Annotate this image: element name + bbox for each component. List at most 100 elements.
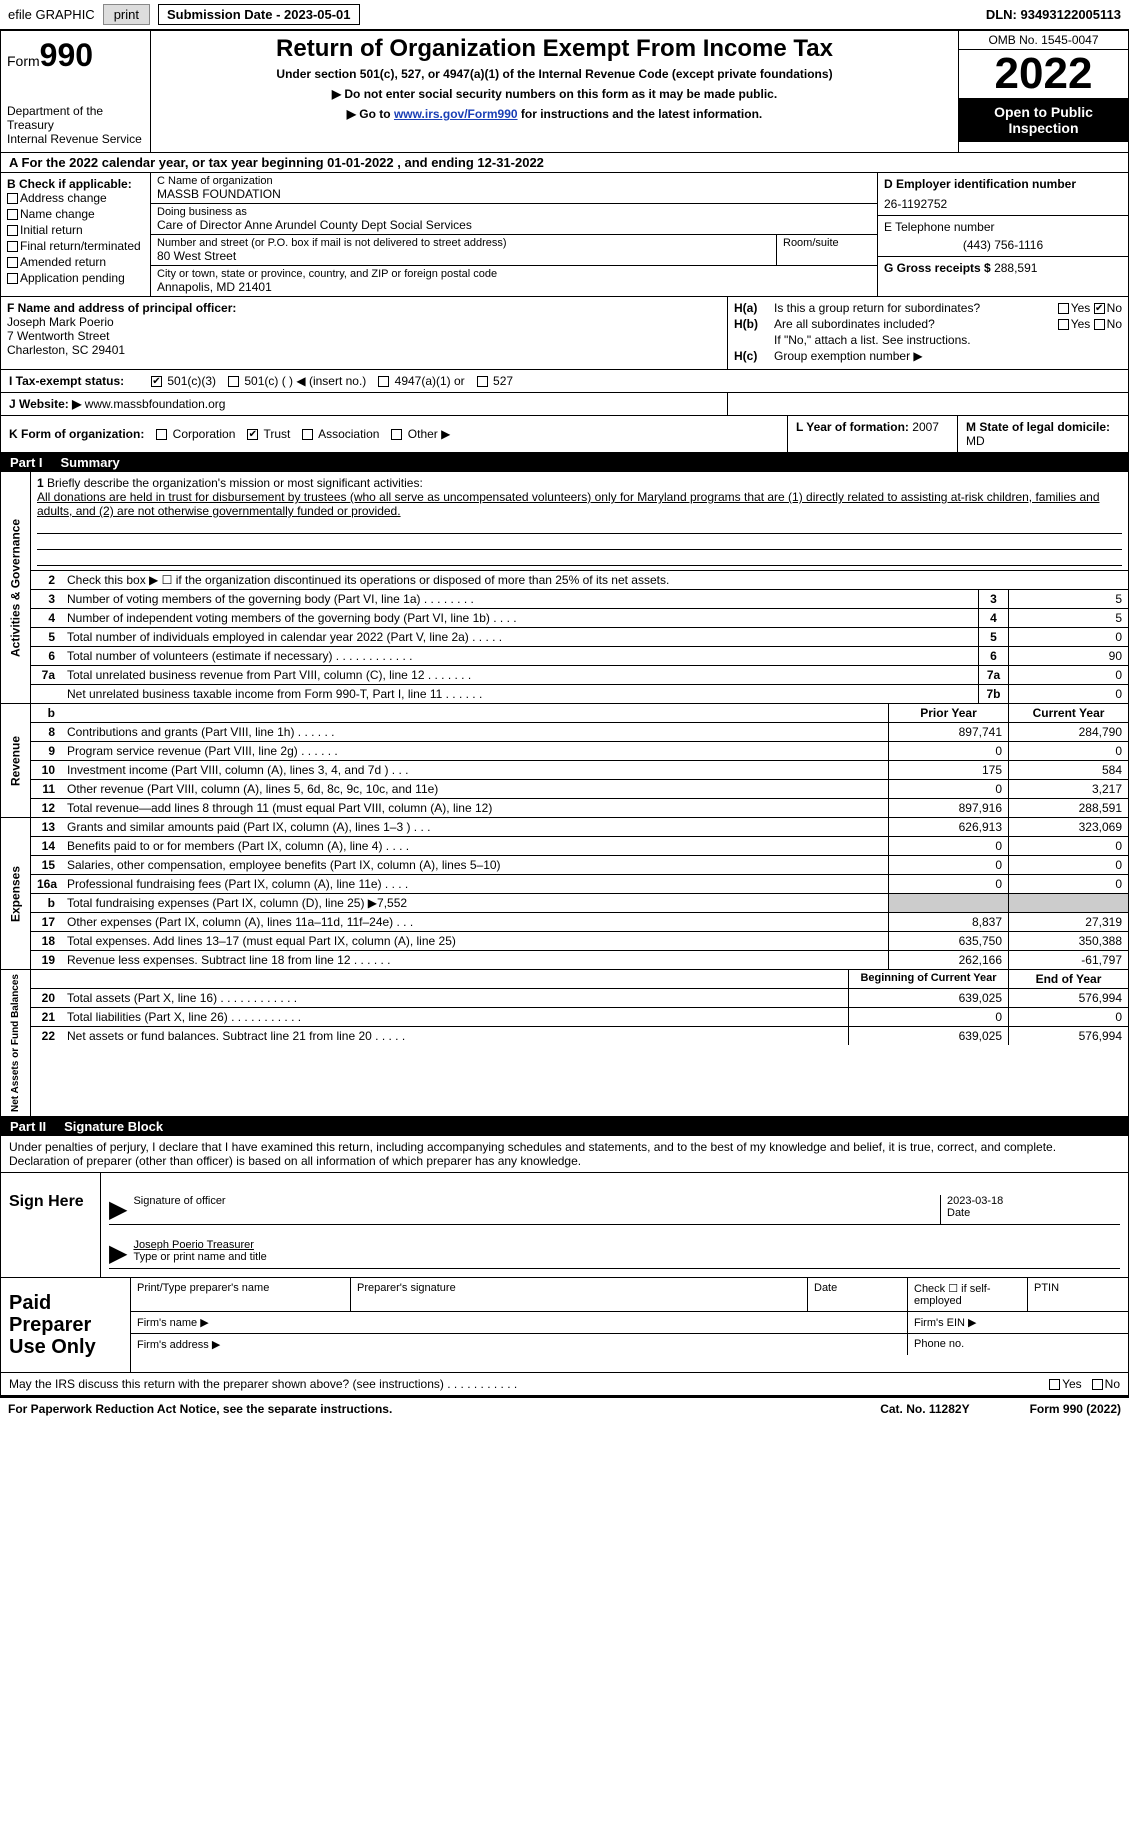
begin-year-hdr: Beginning of Current Year <box>848 970 1008 988</box>
officer-label: F Name and address of principal officer: <box>7 301 236 315</box>
submission-date: Submission Date - 2023-05-01 <box>158 4 360 25</box>
line2-text: Check this box ▶ ☐ if the organization d… <box>61 571 1128 589</box>
chk-corporation[interactable]: Corporation <box>156 427 235 441</box>
dba-label: Doing business as <box>157 206 871 218</box>
row-a: A For the 2022 calendar year, or tax yea… <box>0 153 1129 173</box>
chk-final-return[interactable]: Final return/terminated <box>7 239 144 253</box>
part2-header: Part II Signature Block <box>0 1117 1129 1136</box>
prep-name-label: Print/Type preparer's name <box>131 1278 351 1311</box>
col-b-header: B Check if applicable: <box>7 177 144 191</box>
current-year-hdr: Current Year <box>1008 704 1128 722</box>
cat-no: Cat. No. 11282Y <box>880 1402 969 1416</box>
chk-trust[interactable]: ✔ Trust <box>247 427 290 441</box>
summary-line: 5Total number of individuals employed in… <box>31 628 1128 647</box>
hb-label: H(b) <box>734 317 774 331</box>
summary-line: 19Revenue less expenses. Subtract line 1… <box>31 951 1128 969</box>
header-left: Form990 Department of the Treasury Inter… <box>1 31 151 152</box>
discuss-row: May the IRS discuss this return with the… <box>0 1373 1129 1396</box>
officer-name: Joseph Mark Poerio <box>7 315 721 329</box>
org-name-label: C Name of organization <box>157 175 871 187</box>
part2-num: Part II <box>10 1119 46 1134</box>
gross-label: G Gross receipts $ <box>884 261 991 275</box>
sig-name-value: Joseph Poerio Treasurer <box>133 1239 253 1251</box>
summary-line: 16aProfessional fundraising fees (Part I… <box>31 875 1128 894</box>
dept-label: Department of the Treasury Internal Reve… <box>7 104 144 146</box>
part1-num: Part I <box>10 455 43 470</box>
chk-ha-no[interactable]: ✔No <box>1094 301 1122 315</box>
line2-num: 2 <box>31 571 61 589</box>
prep-date-label: Date <box>808 1278 908 1311</box>
sig-date-value: 2023-03-18 <box>947 1195 1003 1207</box>
summary-line: 18Total expenses. Add lines 13–17 (must … <box>31 932 1128 951</box>
mission-text: All donations are held in trust for disb… <box>37 490 1100 518</box>
preparer-row: Paid Preparer Use Only Print/Type prepar… <box>0 1278 1129 1373</box>
summary-line: bTotal fundraising expenses (Part IX, co… <box>31 894 1128 913</box>
sig-name-label: Type or print name and title <box>133 1251 266 1263</box>
tel-label: E Telephone number <box>884 220 1122 234</box>
summary-line: 22Net assets or fund balances. Subtract … <box>31 1027 1128 1045</box>
summary-line: 3Number of voting members of the governi… <box>31 590 1128 609</box>
line1-label: Briefly describe the organization's miss… <box>47 476 423 490</box>
firm-phone-label: Phone no. <box>908 1334 1128 1355</box>
prep-ptin-label: PTIN <box>1028 1278 1128 1311</box>
form-title: Return of Organization Exempt From Incom… <box>159 35 950 63</box>
irs-link[interactable]: www.irs.gov/Form990 <box>394 107 518 121</box>
signature-declaration: Under penalties of perjury, I declare th… <box>0 1136 1129 1173</box>
chk-initial-return[interactable]: Initial return <box>7 223 144 237</box>
sign-here-label: Sign Here <box>1 1173 101 1277</box>
state-domicile-value: MD <box>966 434 985 448</box>
line1-num: 1 <box>37 476 44 490</box>
vtab-revenue: Revenue <box>1 704 31 817</box>
chk-hb-yes[interactable]: Yes <box>1058 317 1091 331</box>
summary-line: 21Total liabilities (Part X, line 26) . … <box>31 1008 1128 1027</box>
chk-501c3[interactable]: ✔ 501(c)(3) <box>151 374 216 388</box>
chk-hb-no[interactable]: No <box>1094 317 1122 331</box>
print-button[interactable]: print <box>103 4 150 25</box>
chk-discuss-no[interactable]: No <box>1092 1377 1120 1391</box>
summary-line: 4Number of independent voting members of… <box>31 609 1128 628</box>
ein-value: 26-1192752 <box>884 197 1122 211</box>
firm-ein-label: Firm's EIN ▶ <box>908 1312 1128 1333</box>
firm-addr-label: Firm's address ▶ <box>131 1334 908 1355</box>
subtitle-3a: ▶ Go to <box>347 107 394 121</box>
hc-label: H(c) <box>734 349 774 363</box>
dln-label: DLN: 93493122005113 <box>986 7 1121 22</box>
tax-status-label: I Tax-exempt status: <box>9 374 139 388</box>
summary-line: 15Salaries, other compensation, employee… <box>31 856 1128 875</box>
website-label: J Website: ▶ <box>9 397 81 411</box>
block-expenses: Expenses 13Grants and similar amounts pa… <box>0 818 1129 970</box>
tel-value: (443) 756-1116 <box>884 238 1122 252</box>
year-formation-value: 2007 <box>912 420 939 434</box>
chk-application-pending[interactable]: Application pending <box>7 271 144 285</box>
chk-501c[interactable]: 501(c) ( ) ◀ (insert no.) <box>228 374 366 388</box>
sign-here-row: Sign Here ▶ Signature of officer 2023-03… <box>0 1173 1129 1278</box>
officer-street: 7 Wentworth Street <box>7 329 721 343</box>
chk-other[interactable]: Other ▶ <box>391 427 450 441</box>
form-year-footer: 2022 <box>1090 1402 1117 1416</box>
chk-association[interactable]: Association <box>302 427 379 441</box>
summary-line: 20Total assets (Part X, line 16) . . . .… <box>31 989 1128 1008</box>
chk-4947[interactable]: 4947(a)(1) or <box>378 374 464 388</box>
row-klm: K Form of organization: Corporation ✔ Tr… <box>0 416 1129 453</box>
col-c: C Name of organization MASSB FOUNDATION … <box>151 173 878 296</box>
hc-text: Group exemption number ▶ <box>774 349 1122 363</box>
chk-name-change[interactable]: Name change <box>7 207 144 221</box>
vtab-expenses: Expenses <box>1 818 31 969</box>
form-number: 990 <box>40 37 93 73</box>
chk-527[interactable]: 527 <box>477 374 513 388</box>
col-d: D Employer identification number 26-1192… <box>878 173 1128 296</box>
gross-value: 288,591 <box>994 261 1037 275</box>
col-h: H(a) Is this a group return for subordin… <box>728 297 1128 369</box>
summary-line: 14Benefits paid to or for members (Part … <box>31 837 1128 856</box>
chk-discuss-yes[interactable]: Yes <box>1049 1377 1082 1391</box>
hb-text: Are all subordinates included? <box>774 317 1058 331</box>
row-j: J Website: ▶ www.massbfoundation.org <box>0 393 1129 416</box>
ha-label: H(a) <box>734 301 774 315</box>
col-b: B Check if applicable: Address change Na… <box>1 173 151 296</box>
form-label: Form <box>7 53 40 69</box>
chk-amended-return[interactable]: Amended return <box>7 255 144 269</box>
chk-address-change[interactable]: Address change <box>7 191 144 205</box>
website-value: www.massbfoundation.org <box>85 397 226 411</box>
chk-ha-yes[interactable]: Yes <box>1058 301 1091 315</box>
subtitle-1: Under section 501(c), 527, or 4947(a)(1)… <box>159 67 950 81</box>
